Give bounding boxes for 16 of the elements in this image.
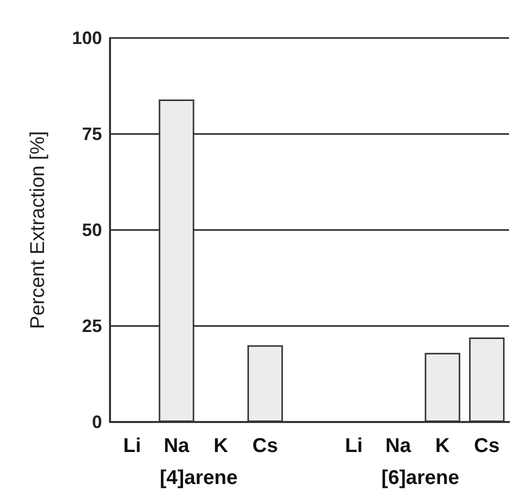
y-tick-label: 25 (82, 316, 102, 336)
y-tick-label: 0 (92, 412, 102, 432)
x-tick-label: Cs (474, 435, 500, 457)
x-tick-label: Na (385, 435, 412, 457)
y-tick-label: 75 (82, 124, 102, 144)
text: [6]arene (381, 467, 460, 489)
x-tick-label: Li (123, 435, 142, 457)
x-tick-label: K (214, 435, 229, 457)
y-tick-label: 50 (82, 220, 102, 240)
x-tick-label: K (435, 435, 450, 457)
x-tick-label: Na (164, 435, 190, 457)
y-axis-title: Percent Extraction [%] (27, 131, 49, 329)
text: [4]arene (160, 467, 238, 489)
y-tick-label: 100 (72, 28, 102, 48)
x-tick-label: Cs (252, 435, 278, 457)
x-tick-label: Li (344, 435, 363, 457)
